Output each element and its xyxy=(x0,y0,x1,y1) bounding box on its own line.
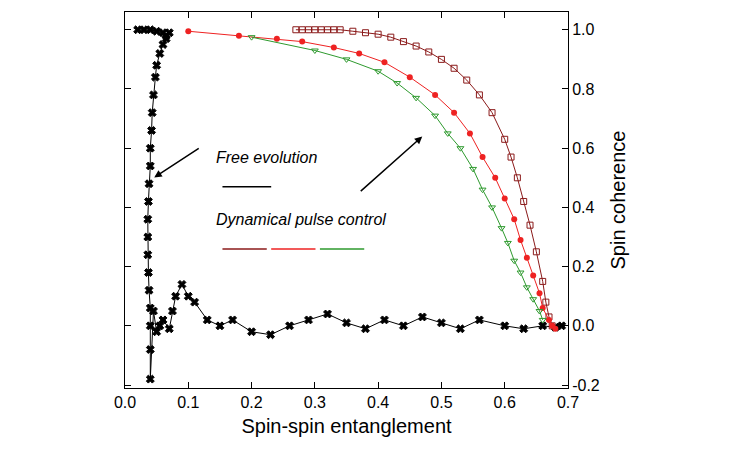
svg-text:Spin-spin entanglement: Spin-spin entanglement xyxy=(241,415,452,437)
svg-text:0.2: 0.2 xyxy=(240,394,262,411)
svg-text:0.6: 0.6 xyxy=(494,394,516,411)
svg-text:0.0: 0.0 xyxy=(114,394,136,411)
svg-text:1.0: 1.0 xyxy=(572,21,594,38)
svg-text:0.2: 0.2 xyxy=(572,258,594,275)
svg-text:0.0: 0.0 xyxy=(572,317,594,334)
svg-text:Spin coherence: Spin coherence xyxy=(607,131,629,270)
svg-text:0.6: 0.6 xyxy=(572,140,594,157)
svg-text:0.3: 0.3 xyxy=(304,394,326,411)
svg-text:Free evolution: Free evolution xyxy=(216,149,317,166)
svg-text:0.5: 0.5 xyxy=(430,394,452,411)
svg-text:0.8: 0.8 xyxy=(572,81,594,98)
svg-text:0.1: 0.1 xyxy=(177,394,199,411)
svg-text:0.4: 0.4 xyxy=(367,394,389,411)
svg-text:Dynamical pulse control: Dynamical pulse control xyxy=(216,211,386,228)
svg-text:0.7: 0.7 xyxy=(557,394,579,411)
svg-text:0.4: 0.4 xyxy=(572,199,594,216)
svg-text:-0.2: -0.2 xyxy=(572,377,600,394)
